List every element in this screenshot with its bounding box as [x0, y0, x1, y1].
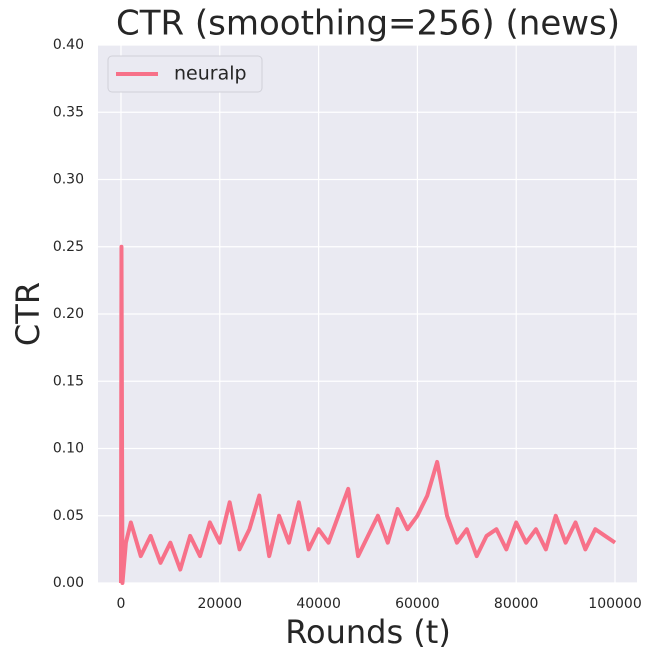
- legend-label: neuralp: [174, 63, 247, 85]
- y-tick-label: 0.15: [53, 373, 84, 389]
- x-tick-label: 40000: [296, 596, 341, 612]
- x-axis-label: Rounds (t): [285, 613, 451, 651]
- x-tick-label: 20000: [198, 596, 243, 612]
- y-axis-label: CTR: [9, 282, 47, 346]
- y-tick-label: 0.10: [53, 441, 84, 457]
- y-tick-label: 0.25: [53, 239, 84, 255]
- legend: neuralp: [107, 55, 263, 93]
- y-tick-label: 0.05: [53, 508, 84, 524]
- y-tick-label: 0.30: [53, 172, 84, 188]
- x-tick-label: 80000: [494, 596, 539, 612]
- chart-title: CTR (smoothing=256) (news): [116, 4, 620, 44]
- y-tick-label: 0.00: [53, 575, 84, 591]
- x-tick-label: 100000: [588, 596, 641, 612]
- y-tick-label: 0.20: [53, 306, 84, 322]
- x-tick-label: 0: [117, 596, 126, 612]
- x-tick-label: 60000: [395, 596, 440, 612]
- y-tick-label: 0.35: [53, 104, 84, 120]
- line: [118, 244, 617, 585]
- y-tick-label: 0.40: [53, 37, 84, 53]
- legend-box: [107, 55, 263, 93]
